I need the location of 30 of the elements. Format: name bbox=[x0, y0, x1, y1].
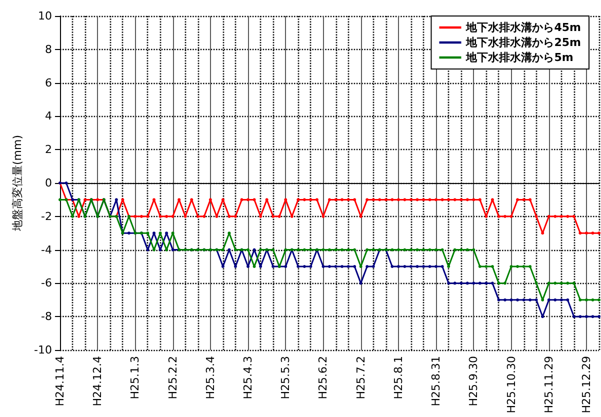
x-tick-label: H24.12.4 bbox=[91, 356, 104, 406]
y-tick-label: -2 bbox=[41, 210, 52, 223]
y-tick-label: -6 bbox=[41, 276, 52, 290]
x-tick-label: H25.8.31 bbox=[430, 356, 443, 406]
x-tick-label: H25.5.3 bbox=[279, 356, 292, 400]
y-tick-label: 10 bbox=[38, 10, 52, 22]
x-tick-label: H25.7.2 bbox=[354, 356, 368, 400]
legend-label: 地下水排水溝から25m bbox=[465, 36, 582, 49]
x-tick-label: H25.12.29 bbox=[580, 356, 593, 414]
y-tick-label: -8 bbox=[41, 310, 52, 324]
x-tick-label: H25.8.1 bbox=[392, 356, 405, 400]
y-tick-label: -4 bbox=[41, 243, 52, 256]
legend-label: 地下水排水溝から45m bbox=[465, 21, 582, 34]
x-tick-label: H25.10.30 bbox=[504, 356, 518, 414]
x-tick-label: H25.3.4 bbox=[204, 356, 217, 400]
x-tick-label: H25.4.3 bbox=[242, 356, 255, 400]
y-tick-label: 2 bbox=[45, 143, 52, 156]
y-tick-label: 6 bbox=[45, 76, 52, 90]
x-tick-label: H24.11.4 bbox=[54, 356, 66, 406]
x-tick-label: H25.1.3 bbox=[128, 356, 142, 400]
x-tick-label: H25.6.2 bbox=[316, 356, 330, 400]
x-tick-label: H25.9.30 bbox=[467, 356, 480, 406]
y-tick-label: -10 bbox=[34, 344, 52, 356]
x-tick-label: H25.11.29 bbox=[542, 356, 556, 414]
y-tick-label: 0 bbox=[45, 176, 52, 190]
y-tick-label: 4 bbox=[45, 110, 52, 123]
x-tick-label: H25.2.2 bbox=[166, 356, 180, 400]
y-tick-label: 8 bbox=[45, 42, 52, 56]
legend-label: 地下水排水溝から5m bbox=[465, 51, 574, 64]
y-axis-title: 地盤高変位量(mm) bbox=[11, 134, 24, 232]
